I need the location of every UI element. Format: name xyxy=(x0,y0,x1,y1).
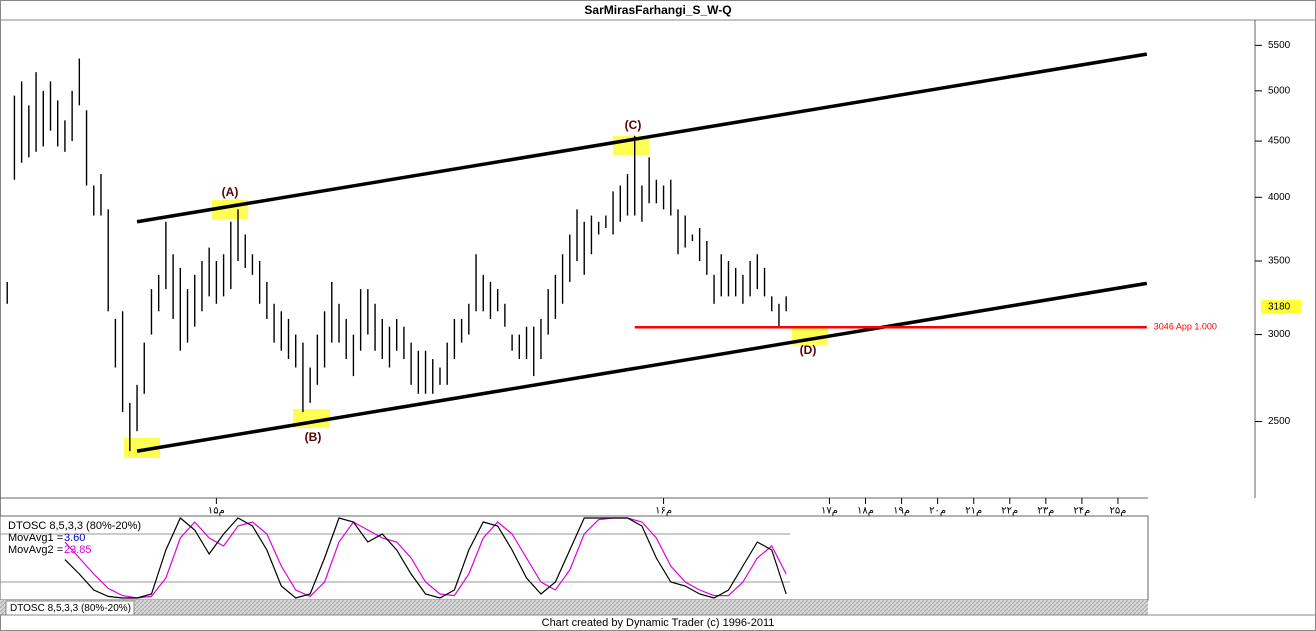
x-tick-label: ۲۴م xyxy=(1073,506,1090,517)
x-tick-label: ۲۰م xyxy=(929,506,946,517)
y-tick-label: 3500 xyxy=(1268,256,1291,267)
indicator-line xyxy=(64,517,787,599)
y-tick-label: 4500 xyxy=(1268,136,1291,147)
indicator-name: DTOSC 8,5,3,3 (80%-20%) xyxy=(8,520,141,532)
footer: Chart created by Dynamic Trader (c) 1996… xyxy=(542,617,775,629)
tab-strip xyxy=(0,600,1148,615)
x-tick-label: ۱۸م xyxy=(857,506,874,517)
indicator-legend-value: 3.60 xyxy=(64,532,85,544)
x-tick-label: ۱۵م xyxy=(208,506,225,517)
indicator-legend-name: MovAvg1 = xyxy=(8,532,63,544)
y-tick-label: 2500 xyxy=(1268,416,1291,427)
x-tick-label: ۲۲م xyxy=(1001,506,1018,517)
y-tick-label: 5000 xyxy=(1268,85,1291,96)
trendline xyxy=(136,281,1148,453)
wave-label: (D) xyxy=(800,343,817,357)
last-price-label: 3180 xyxy=(1268,301,1291,312)
chart-title: SarMirasFarhangi_S_W-Q xyxy=(584,3,731,17)
indicator-legend-value: 23.85 xyxy=(64,544,92,556)
y-tick-label: 3000 xyxy=(1268,329,1291,340)
highlight xyxy=(124,438,160,458)
x-tick-label: ۲۵م xyxy=(1109,506,1126,517)
level-label: 3046 App 1.000 xyxy=(1154,322,1217,332)
x-tick-label: ۲۱م xyxy=(965,506,982,517)
x-tick-label: ۲۳م xyxy=(1037,506,1054,517)
y-tick-label: 5500 xyxy=(1268,40,1291,51)
indicator-legend-name: MovAvg2 = xyxy=(8,544,63,556)
wave-label: (B) xyxy=(305,430,322,444)
y-tick-label: 4000 xyxy=(1268,192,1291,203)
x-tick-label: ۱۷م xyxy=(821,506,838,517)
indicator-line xyxy=(64,517,787,599)
indicator-tab-label[interactable]: DTOSC 8,5,3,3 (80%-20%) xyxy=(10,603,131,614)
trendline xyxy=(136,52,1148,224)
x-tick-label: ۱۶م xyxy=(655,506,672,517)
last-price-box xyxy=(1261,299,1301,314)
x-tick-label: ۱۹م xyxy=(893,506,910,517)
wave-label: (C) xyxy=(625,118,642,132)
wave-label: (A) xyxy=(222,185,239,199)
